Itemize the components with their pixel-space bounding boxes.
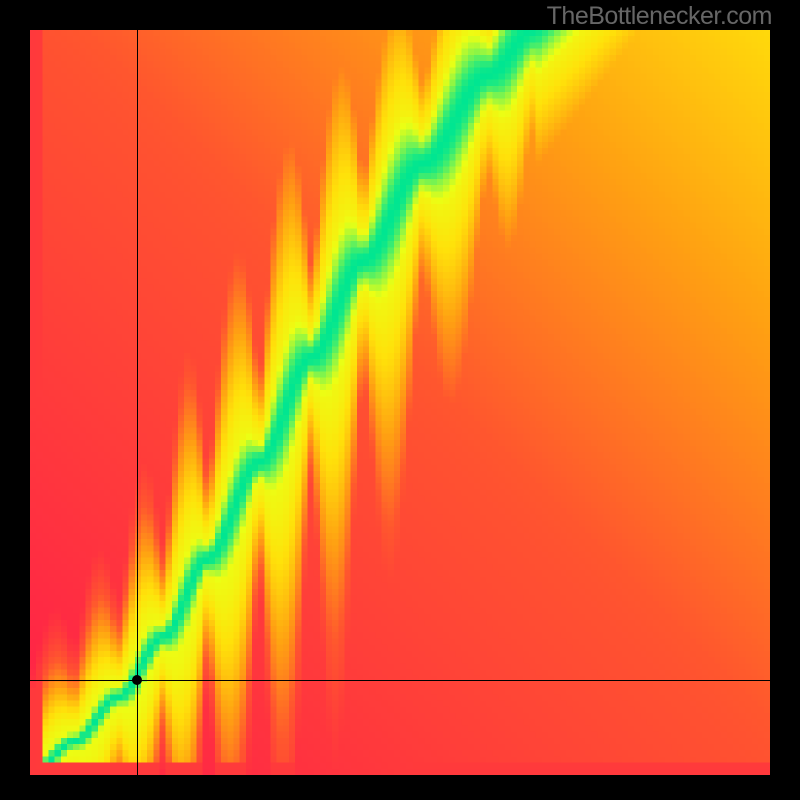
marker-dot: [132, 675, 142, 685]
watermark-text: TheBottlenecker.com: [547, 2, 772, 31]
crosshair-vertical: [137, 30, 138, 775]
heatmap-canvas: [30, 30, 770, 775]
heatmap-plot: [30, 30, 770, 775]
